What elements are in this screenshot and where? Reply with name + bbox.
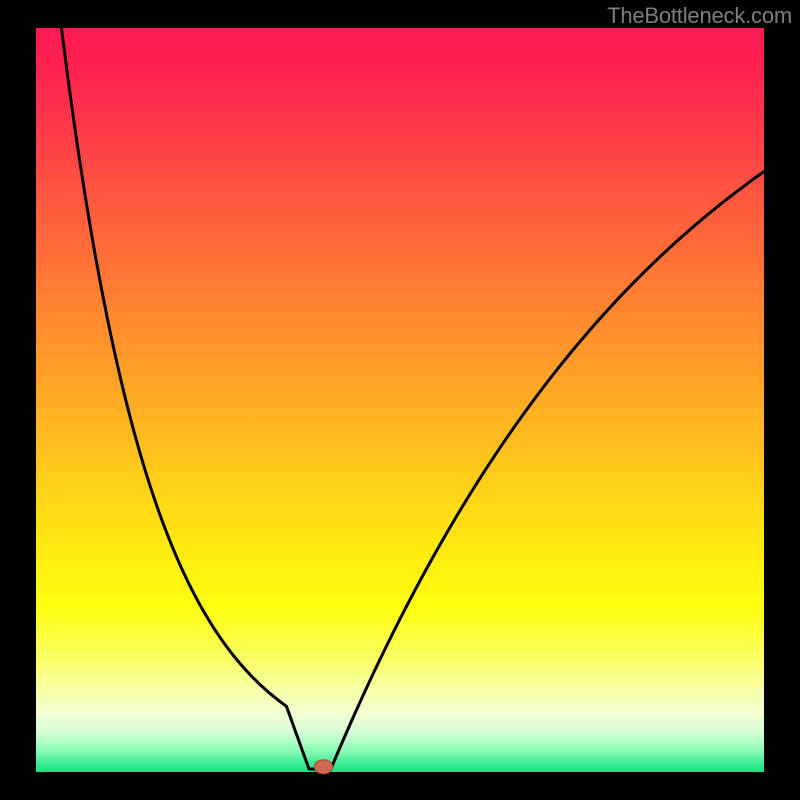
plot-area	[36, 28, 764, 772]
watermark-text: TheBottleneck.com	[607, 3, 792, 29]
optimal-marker	[315, 760, 333, 774]
chart-svg	[0, 0, 800, 800]
figure-root: TheBottleneck.com	[0, 0, 800, 800]
